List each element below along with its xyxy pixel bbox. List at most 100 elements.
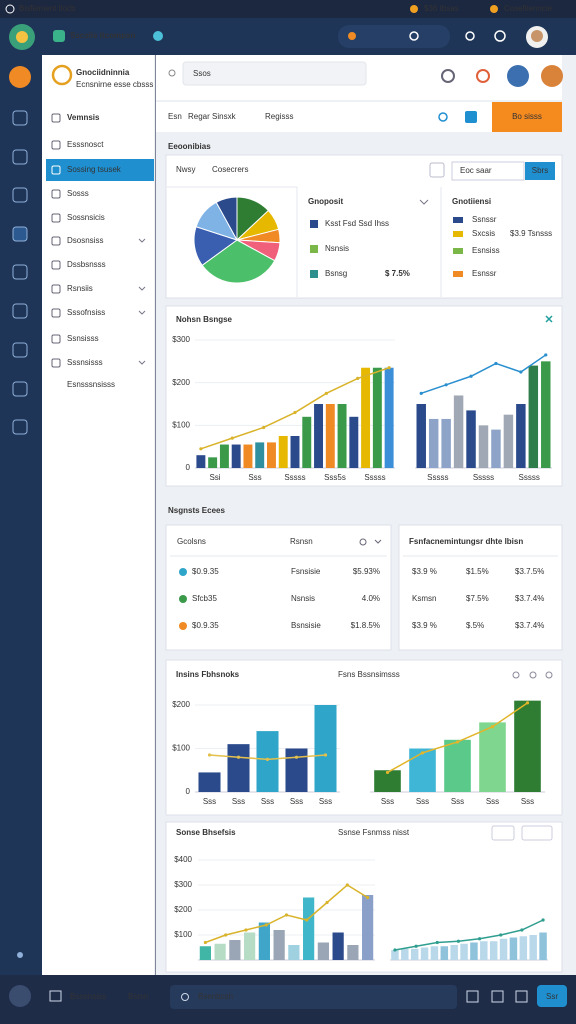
app-title[interactable]: Sscsiis itcompsn [70, 31, 135, 40]
x-tick-label: Sss [416, 797, 429, 806]
filter-link[interactable]: Cosecrers [212, 165, 248, 174]
menu-icon [51, 189, 61, 199]
toolbar-tab[interactable]: Regisss [265, 112, 293, 121]
menu-item[interactable]: Sssnsisss [67, 358, 103, 367]
trend-point [284, 913, 289, 917]
table-header: Fsnfacnemintungsr dhte lbisn [409, 537, 523, 546]
trend-point [499, 933, 503, 937]
menu-item[interactable]: Ssnsisss [67, 334, 99, 343]
bottom-icon[interactable] [466, 990, 479, 1003]
legend-chevron [419, 199, 429, 205]
toolbar-tab[interactable]: Esn [168, 112, 182, 121]
card-icon[interactable] [521, 825, 553, 841]
bar [267, 442, 276, 468]
y-tick-label: $200 [174, 905, 192, 914]
bottom-icon[interactable] [491, 990, 504, 1003]
rail-icon[interactable] [12, 419, 28, 435]
avatar[interactable] [541, 65, 563, 87]
toolbar-tab[interactable]: Regar Sinsxk [188, 112, 237, 121]
trend-point [262, 425, 266, 430]
rail-icon[interactable] [12, 381, 28, 397]
menu-item[interactable]: Rsnsiis [67, 284, 93, 293]
bar [285, 748, 308, 792]
cell: $5.93% [353, 567, 380, 576]
toolbar-icon[interactable] [465, 111, 477, 123]
rail-icon[interactable] [12, 342, 28, 358]
bar [516, 404, 526, 468]
legend-title: Gnotiiensi [452, 197, 491, 206]
rail-icon[interactable] [12, 187, 28, 203]
bottom-search[interactable] [170, 985, 457, 1009]
rail-icon[interactable] [12, 110, 28, 126]
bar [372, 367, 382, 468]
toolbar-icon[interactable] [438, 112, 448, 122]
rail-icon[interactable] [12, 264, 28, 280]
menu-item[interactable]: Sssofnsiss [67, 308, 105, 317]
bottom-label[interactable]: Bsrsn [128, 992, 148, 1001]
y-tick-label: $300 [174, 880, 192, 889]
bottom-icon[interactable] [9, 985, 31, 1007]
card-icon[interactable] [545, 671, 553, 679]
filter-link[interactable]: Nwsy [176, 165, 196, 174]
bottom-icon[interactable] [49, 990, 62, 1002]
x-tick-label: Sssss [427, 473, 448, 482]
header-icon[interactable] [409, 31, 419, 41]
rail-icon[interactable] [12, 149, 28, 165]
header-icon[interactable] [465, 31, 475, 41]
settings-icon[interactable] [441, 69, 455, 83]
bar [491, 429, 501, 468]
header-icon[interactable] [494, 30, 506, 42]
trend-point [305, 918, 309, 922]
status-icon [5, 4, 15, 14]
bottom-label[interactable]: Bsosnsiss [70, 992, 106, 1001]
bottom-icon[interactable] [515, 990, 528, 1003]
card-icon[interactable] [529, 671, 537, 679]
legend-swatch [310, 245, 318, 253]
avatar[interactable] [507, 65, 529, 87]
search-icon [168, 69, 176, 77]
filter-icon[interactable] [429, 162, 445, 178]
y-tick-label: $400 [174, 855, 192, 864]
menu-item[interactable]: Sosss [67, 189, 89, 198]
x-tick-label: Sssss [518, 473, 539, 482]
menu-item[interactable]: Vemnsis [67, 113, 100, 122]
close-icon[interactable] [545, 315, 553, 323]
menu-item[interactable]: Sossing tsusek [67, 165, 122, 174]
bar [314, 705, 337, 792]
bar [489, 941, 498, 960]
legend-label: Esnsiss [472, 246, 500, 255]
bar [450, 945, 458, 960]
header-pill[interactable] [338, 25, 450, 48]
bottom-button-label: Ssr [546, 992, 558, 1001]
menu-item[interactable]: Dssbsnsss [67, 260, 106, 269]
menu-item[interactable]: Sossnsicis [67, 213, 105, 222]
section-title: Eeoonibias [168, 142, 211, 151]
trend-point [455, 740, 460, 744]
toolbar-button[interactable] [492, 102, 562, 132]
menu-item[interactable]: Esssnosct [67, 140, 104, 149]
table-icon[interactable] [359, 538, 367, 546]
card-icon[interactable] [512, 671, 520, 679]
bar [229, 940, 241, 960]
search-box[interactable] [182, 61, 367, 86]
bar [258, 922, 270, 960]
filter-button[interactable] [525, 162, 555, 180]
trend-point [525, 701, 530, 705]
bottom-button[interactable] [537, 985, 567, 1007]
brand-name: Gnociidninnia [76, 68, 130, 77]
row-dot [179, 622, 187, 630]
rail-icon[interactable] [12, 226, 28, 242]
rail-icon[interactable] [12, 303, 28, 319]
menu-item[interactable]: Dsosnsiss [67, 236, 103, 245]
bottom-search-text: Bsenbcsh [198, 992, 233, 1001]
toolbar-button-label: Bo sisss [512, 112, 542, 121]
card-icon[interactable] [491, 825, 515, 841]
notify-icon[interactable] [476, 69, 490, 83]
bar [317, 942, 329, 960]
filter-input[interactable] [451, 161, 525, 181]
bar [290, 436, 300, 468]
trend-point [236, 755, 241, 759]
menu-icon [51, 140, 61, 150]
rail-home[interactable] [9, 66, 31, 88]
